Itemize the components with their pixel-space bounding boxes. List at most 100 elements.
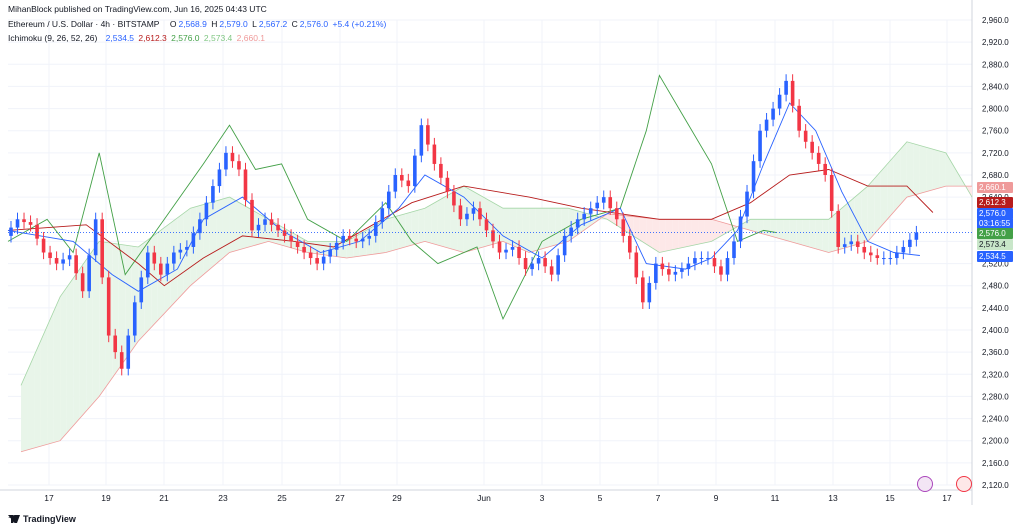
ichimoku-cloud-segment	[672, 219, 679, 250]
ichimoku-cloud-segment	[711, 219, 718, 242]
candle-body	[321, 256, 326, 264]
ichimoku-cloud-segment	[724, 222, 731, 235]
candle-body	[334, 242, 339, 250]
candle-body	[54, 258, 59, 264]
candle-body	[217, 169, 222, 187]
candle-body	[237, 161, 241, 170]
candle-body	[849, 241, 854, 245]
ichimoku-cloud-segment	[763, 219, 771, 236]
candle-body	[308, 252, 313, 259]
ichimoku-cloud-segment	[27, 355, 35, 450]
ichimoku-cloud-segment	[828, 213, 836, 253]
ichimoku-legend[interactable]: Ichimoku (9, 26, 52, 26) 2,534.5 2,612.3…	[8, 33, 267, 43]
candle-body	[582, 213, 586, 220]
candle-body	[680, 269, 684, 272]
candle-body	[152, 252, 157, 264]
candle-body	[621, 219, 626, 236]
symbol-legend[interactable]: Ethereum / U.S. Dollar · 4h · BITSTAMP O…	[8, 19, 388, 29]
y-tick-label: 2,360.0	[982, 348, 1009, 357]
candle-body	[699, 258, 704, 260]
candle-body	[132, 302, 137, 336]
x-tick-label: 17	[942, 493, 952, 503]
published-text: MihanBlock published on TradingView.com,…	[8, 4, 267, 14]
y-tick-label: 2,880.0	[982, 60, 1009, 69]
ichimoku-cloud-segment	[926, 147, 933, 192]
ichimoku-cloud-segment	[431, 200, 438, 246]
ichimoku-cloud-segment	[893, 149, 901, 212]
ichimoku-cloud-segment	[418, 208, 425, 244]
candle-body	[113, 335, 118, 353]
candle-body	[269, 219, 274, 225]
ichimoku-cloud-segment	[235, 200, 243, 251]
ichimoku-cloud-segment	[229, 197, 236, 253]
low-value: 2,567.2	[258, 19, 288, 29]
ichimoku-cloud-segment	[561, 208, 569, 244]
ichimoku-cloud-segment	[919, 145, 927, 194]
spanb-price-tag: 2,660.1	[977, 182, 1013, 193]
tradingview-logo[interactable]: TradingView	[8, 514, 76, 524]
candle-body	[250, 199, 254, 231]
ichimoku-cloud-segment	[939, 151, 946, 188]
ichimoku-base-value: 2,612.3	[138, 33, 167, 43]
candle-body	[178, 249, 183, 253]
x-tick-label: 19	[101, 493, 111, 503]
candle-body	[530, 263, 534, 270]
flash-icon[interactable]	[917, 476, 933, 492]
ichimoku-cloud-segment	[665, 219, 673, 252]
ichimoku-cloud-segment	[952, 163, 959, 187]
candle-body	[360, 238, 365, 242]
ichimoku-cloud-segment	[796, 219, 803, 246]
ichimoku-cloud-segment	[906, 141, 914, 198]
ichimoku-cloud-segment	[607, 213, 614, 224]
candle-body	[693, 258, 697, 264]
candle-body	[302, 246, 306, 253]
candle-body	[328, 249, 332, 257]
candle-body	[836, 210, 841, 247]
ichimoku-cloud-segment	[411, 210, 419, 246]
ichimoku-cloud-segment	[646, 217, 653, 249]
candle-body	[868, 252, 873, 256]
candle-body	[67, 255, 72, 260]
candle-body	[829, 175, 834, 211]
candle-body	[497, 241, 502, 253]
candle-body	[256, 224, 261, 231]
candle-body	[452, 191, 456, 206]
x-tick-label: 3	[540, 493, 545, 503]
candle-body	[139, 277, 144, 303]
y-tick-label: 2,240.0	[982, 415, 1009, 424]
ichimoku-cloud-segment	[633, 216, 640, 241]
ichimoku-cloud-segment	[392, 215, 399, 251]
low-label: L	[252, 19, 257, 29]
ichimoku-cloud-segment	[60, 287, 67, 441]
candle-body	[614, 208, 619, 220]
candle-body	[35, 224, 39, 239]
candle-body	[315, 258, 319, 264]
x-tick-label: 7	[656, 493, 661, 503]
y-tick-label: 2,280.0	[982, 392, 1009, 401]
candle-body	[295, 241, 300, 247]
candle-body	[654, 263, 658, 283]
candle-body	[41, 238, 46, 253]
candle-body	[543, 258, 547, 267]
x-tick-label: 23	[218, 493, 228, 503]
ichimoku-lagging-line	[7, 74, 777, 321]
candle-body	[842, 244, 847, 247]
candle-body	[432, 144, 437, 164]
us-flag-icon[interactable]	[956, 476, 972, 492]
candle-body	[895, 252, 899, 259]
candle-body	[106, 277, 111, 336]
ichimoku-cloud-segment	[40, 326, 48, 447]
candle-body	[445, 177, 450, 192]
y-tick-label: 2,320.0	[982, 370, 1009, 379]
candle-body	[751, 161, 756, 192]
candle-body	[491, 230, 495, 242]
ichimoku-cloud-segment	[47, 311, 54, 445]
candle-body	[790, 80, 795, 106]
ichimoku-lagging-value: 2,576.0	[171, 33, 200, 43]
x-tick-label: 5	[598, 493, 603, 503]
candle-body	[185, 246, 189, 250]
ichimoku-cloud-segment	[626, 215, 634, 236]
candle-body	[419, 125, 424, 156]
candle-body	[126, 335, 131, 369]
